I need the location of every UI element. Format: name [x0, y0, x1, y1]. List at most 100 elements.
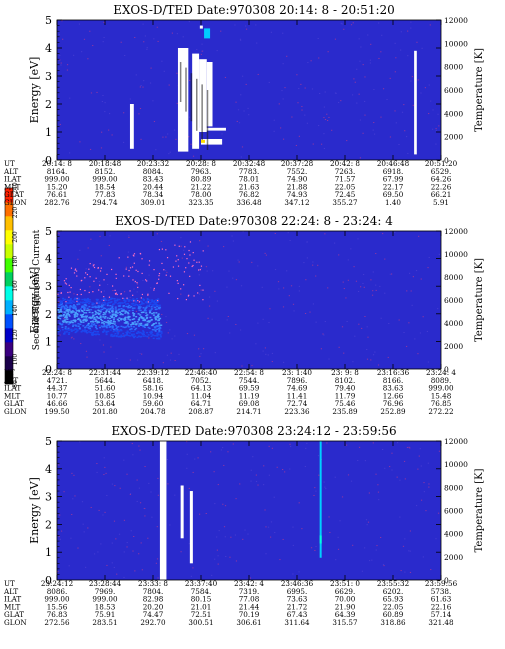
band-pixel	[116, 318, 119, 321]
noise-pixel	[363, 286, 365, 288]
noise-pixel	[106, 495, 108, 497]
band-pixel	[132, 304, 135, 306]
noise-pixel	[323, 133, 325, 135]
scatter-pixel	[198, 261, 200, 263]
noise-pixel	[216, 300, 219, 302]
table-cell: 22.17	[383, 182, 404, 191]
noise-pixel	[427, 462, 429, 464]
noise-pixel	[123, 291, 126, 293]
y-tick-label: 3	[45, 491, 52, 504]
noise-pixel	[73, 338, 75, 340]
noise-pixel	[144, 508, 146, 510]
band-pixel	[126, 331, 129, 333]
band-pixel	[103, 330, 106, 332]
noise-pixel	[322, 333, 324, 335]
y-tick-label: 5	[45, 225, 52, 238]
noise-pixel	[68, 152, 71, 154]
band-pixel	[156, 316, 159, 318]
band-pixel	[132, 314, 135, 316]
band-pixel	[154, 335, 157, 337]
noise-pixel	[125, 266, 128, 268]
band-pixel	[112, 313, 115, 315]
band-pixel	[111, 313, 114, 316]
table-cell: 23:33: 8	[138, 579, 168, 588]
spectrogram-features	[57, 241, 204, 340]
table-cell: 8164.	[47, 167, 68, 176]
noise-pixel	[130, 530, 132, 532]
band-pixel	[117, 329, 120, 331]
noise-pixel	[85, 268, 87, 270]
band-pixel	[82, 325, 85, 327]
y2-tick-label: 0	[444, 365, 449, 374]
noise-pixel	[239, 483, 241, 485]
band-pixel	[83, 316, 86, 318]
band-pixel	[94, 324, 97, 327]
band-pixel	[86, 309, 89, 312]
scatter-pixel	[202, 289, 204, 291]
noise-pixel	[306, 257, 308, 259]
noise-pixel	[438, 125, 440, 127]
noise-pixel	[103, 474, 105, 476]
band-pixel	[91, 303, 94, 305]
table-cell: 75.46	[335, 399, 356, 408]
noise-pixel	[189, 79, 191, 81]
noise-pixel	[237, 109, 240, 111]
band-pixel	[159, 317, 162, 320]
y2-axis-label: Temperature [K]	[474, 258, 485, 342]
band-pixel	[65, 310, 68, 312]
noise-pixel	[250, 469, 252, 471]
noise-pixel	[135, 310, 138, 312]
noise-pixel	[231, 235, 233, 237]
ephemeris-table: UT 23:24:12 23:28:44 23:33: 8 23:37:40 23:42:…	[3, 579, 458, 627]
noise-pixel	[223, 464, 225, 466]
band-pixel	[82, 306, 85, 308]
band-pixel	[139, 300, 142, 302]
scatter-pixel	[115, 293, 117, 295]
noise-pixel	[192, 155, 195, 157]
noise-pixel	[216, 50, 218, 52]
band-pixel	[76, 303, 79, 306]
noise-pixel	[176, 72, 178, 74]
noise-pixel	[372, 290, 374, 292]
band-pixel	[157, 313, 160, 315]
noise-pixel	[286, 270, 288, 272]
band-pixel	[100, 304, 103, 306]
band-pixel	[123, 298, 126, 300]
band-pixel	[133, 321, 136, 323]
colorbar-tick-label: 180	[12, 256, 19, 268]
noise-pixel	[362, 64, 364, 66]
band-pixel	[98, 310, 101, 312]
colorbar-swatch	[5, 216, 13, 231]
noise-pixel	[169, 359, 172, 361]
band-pixel	[70, 302, 73, 304]
table-row-label: MLT	[4, 182, 21, 191]
scatter-pixel	[93, 266, 96, 269]
band-pixel	[105, 330, 108, 333]
band-pixel	[98, 317, 101, 319]
scatter-pixel	[120, 293, 122, 295]
noise-pixel	[359, 157, 362, 159]
noise-pixel	[422, 556, 424, 558]
band-pixel	[76, 301, 79, 304]
band-pixel	[94, 318, 97, 320]
table-cell: 321.48	[428, 618, 454, 627]
noise-pixel	[148, 337, 150, 339]
noise-pixel	[389, 466, 391, 468]
noise-pixel	[176, 33, 178, 35]
table-cell: 79.40	[335, 384, 356, 393]
noise-pixel	[415, 505, 418, 507]
band-pixel	[69, 298, 72, 300]
noise-pixel	[279, 559, 281, 561]
band-pixel	[98, 321, 101, 323]
band-pixel	[95, 312, 98, 314]
noise-pixel	[109, 235, 111, 237]
noise-pixel	[116, 573, 118, 575]
band-pixel	[97, 306, 100, 309]
band-pixel	[72, 325, 75, 328]
band-pixel	[149, 303, 152, 305]
noise-pixel	[372, 442, 374, 444]
scatter-pixel	[57, 293, 59, 295]
noise-pixel	[104, 511, 106, 513]
noise-pixel	[251, 261, 253, 263]
noise-pixel	[318, 57, 320, 59]
